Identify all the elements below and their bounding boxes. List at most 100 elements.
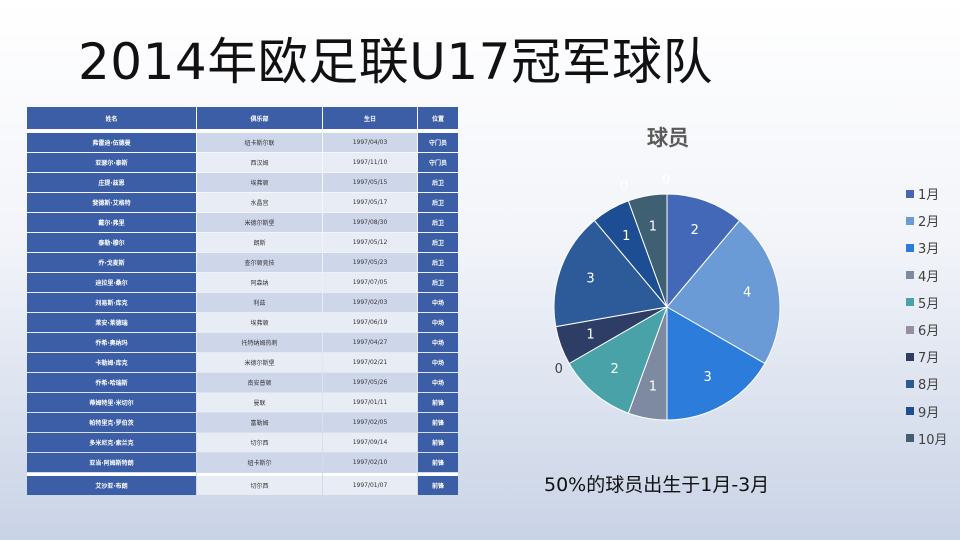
legend-label: 2月 bbox=[918, 215, 940, 231]
legend-swatch bbox=[906, 271, 914, 280]
legend-label: 7月 bbox=[918, 351, 940, 367]
player-club: 托特纳姆热刺 bbox=[197, 333, 322, 352]
legend-item: 3月 bbox=[906, 234, 948, 261]
player-birthday: 1997/05/26 bbox=[323, 373, 417, 392]
pie-slice-10 bbox=[627, 193, 668, 308]
player-club: 切尔西 bbox=[197, 433, 322, 452]
player-name: 乔·戈麦斯 bbox=[27, 253, 196, 272]
legend-swatch bbox=[906, 189, 914, 198]
player-name: 卡勒姆·库克 bbox=[27, 353, 196, 372]
table-row: 蒂姆特里·米切尔 曼联 1997/01/11 前锋 bbox=[27, 393, 458, 412]
player-birthday: 1997/05/12 bbox=[323, 233, 417, 252]
player-club: 阿森纳 bbox=[197, 273, 322, 292]
player-birthday: 1997/05/17 bbox=[323, 193, 417, 212]
player-club: 米德尔斯堡 bbox=[197, 353, 322, 372]
player-name: 多米尼克·索兰克 bbox=[27, 433, 196, 452]
legend-label: 3月 bbox=[918, 242, 940, 258]
slide-title: 2014年欧足联U17冠军球队 bbox=[78, 33, 713, 91]
player-club: 曼联 bbox=[197, 393, 322, 412]
player-name: 斐德斯·艾格特 bbox=[27, 193, 196, 212]
table-row: 庄提·兹恩 埃弗顿 1997/05/15 后卫 bbox=[27, 173, 458, 192]
pie-slice-1 bbox=[666, 193, 741, 309]
data-label-8: 3 bbox=[586, 272, 594, 287]
legend-item: 2月 bbox=[906, 207, 948, 234]
legend-item: 9月 bbox=[906, 398, 948, 425]
pie-chart: 2 4 3 1 2 0 1 3 1 1 0 0 bbox=[553, 173, 781, 421]
player-name: 泰勒·穆尔 bbox=[27, 233, 196, 252]
table-row: 乔希·奥纳玛 托特纳姆热刺 1997/04/27 中场 bbox=[27, 333, 458, 352]
player-birthday: 1997/01/11 bbox=[323, 393, 417, 412]
player-club: 朗斯 bbox=[197, 233, 322, 252]
player-name: 艾沙亚·布朗 bbox=[27, 473, 196, 495]
player-position: 守门员 bbox=[418, 153, 458, 172]
table-row: 乔希·哈瑞斯 南安普顿 1997/05/26 中场 bbox=[27, 373, 458, 392]
legend-swatch bbox=[906, 434, 914, 443]
table-row: 帕特里克·罗伯茨 富勒姆 1997/02/05 前锋 bbox=[27, 413, 458, 432]
data-label-extra-2: 0 bbox=[662, 173, 670, 188]
legend-item: 4月 bbox=[906, 262, 948, 289]
table-row: 多米尼克·索兰克 切尔西 1997/09/14 前锋 bbox=[27, 433, 458, 452]
legend-label: 6月 bbox=[918, 324, 940, 340]
player-club: 埃弗顿 bbox=[197, 313, 322, 332]
legend-label: 8月 bbox=[918, 378, 940, 394]
legend-swatch bbox=[906, 379, 914, 388]
legend-swatch bbox=[906, 325, 914, 334]
legend-item: 7月 bbox=[906, 343, 948, 370]
player-club: 水晶宫 bbox=[197, 193, 322, 212]
player-birthday: 1997/05/23 bbox=[323, 253, 417, 272]
player-position: 中场 bbox=[418, 333, 458, 352]
player-name: 亚当·阿姆斯特朗 bbox=[27, 453, 196, 472]
legend-label: 5月 bbox=[918, 296, 940, 312]
player-birthday: 1997/07/05 bbox=[323, 273, 417, 292]
chart-legend: 1月 2月 3月 4月 5月 6月 7月 8月 9月 10月 bbox=[906, 180, 948, 452]
table-row: 弗雷迪·伍德曼 纽卡斯尔联 1997/04/03 守门员 bbox=[27, 133, 458, 152]
player-club: 埃弗顿 bbox=[197, 173, 322, 192]
player-club: 查尔顿竞技 bbox=[197, 253, 322, 272]
pie-slice-8 bbox=[553, 219, 668, 328]
player-birthday: 1997/11/10 bbox=[323, 153, 417, 172]
data-label-5: 2 bbox=[611, 362, 619, 377]
player-birthday: 1997/02/05 bbox=[323, 413, 417, 432]
data-label-6: 0 bbox=[555, 362, 563, 377]
table-row: 亚瑟尔·泰斯 西汉姆 1997/11/10 守门员 bbox=[27, 153, 458, 172]
pie-slice-3 bbox=[666, 306, 766, 421]
legend-swatch bbox=[906, 243, 914, 252]
data-label-10: 1 bbox=[649, 219, 657, 234]
player-position: 前锋 bbox=[418, 393, 458, 412]
player-position: 中场 bbox=[418, 293, 458, 312]
player-club: 切尔西 bbox=[197, 473, 322, 495]
header-position: 位置 bbox=[418, 107, 458, 132]
player-name: 莱安·莱德瑞 bbox=[27, 313, 196, 332]
player-birthday: 1997/05/15 bbox=[323, 173, 417, 192]
player-position: 后卫 bbox=[418, 273, 458, 292]
player-name: 乔希·奥纳玛 bbox=[27, 333, 196, 352]
player-birthday: 1997/02/21 bbox=[323, 353, 417, 372]
legend-label: 4月 bbox=[918, 269, 940, 285]
table-row: 亚当·阿姆斯特朗 纽卡斯尔 1997/02/10 前锋 bbox=[27, 453, 458, 472]
header-birthday: 生日 bbox=[323, 107, 417, 132]
data-label-extra-1: 0 bbox=[620, 179, 628, 194]
data-label-1: 2 bbox=[691, 223, 699, 238]
table-row: 戴尔·弗里 米德尔斯堡 1997/08/30 后卫 bbox=[27, 213, 458, 232]
legend-item: 10月 bbox=[906, 425, 948, 452]
player-birthday: 1997/02/03 bbox=[323, 293, 417, 312]
table-row: 卡勒姆·库克 米德尔斯堡 1997/02/21 中场 bbox=[27, 353, 458, 372]
player-club: 纽卡斯尔 bbox=[197, 453, 322, 472]
data-label-3: 3 bbox=[704, 370, 712, 385]
table-row: 斐德斯·艾格特 水晶宫 1997/05/17 后卫 bbox=[27, 193, 458, 212]
data-label-2: 4 bbox=[743, 285, 751, 300]
table-row: 泰勒·穆尔 朗斯 1997/05/12 后卫 bbox=[27, 233, 458, 252]
player-name: 帕特里克·罗伯茨 bbox=[27, 413, 196, 432]
legend-label: 9月 bbox=[918, 405, 940, 421]
player-position: 前锋 bbox=[418, 453, 458, 472]
data-label-7: 1 bbox=[586, 327, 594, 342]
player-position: 中场 bbox=[418, 313, 458, 332]
header-name: 姓名 bbox=[27, 107, 196, 132]
header-club: 俱乐部 bbox=[197, 107, 322, 132]
player-name: 乔希·哈瑞斯 bbox=[27, 373, 196, 392]
player-birthday: 1997/04/27 bbox=[323, 333, 417, 352]
player-birthday: 1997/06/19 bbox=[323, 313, 417, 332]
legend-swatch bbox=[906, 407, 914, 416]
player-position: 后卫 bbox=[418, 213, 458, 232]
legend-item: 8月 bbox=[906, 370, 948, 397]
